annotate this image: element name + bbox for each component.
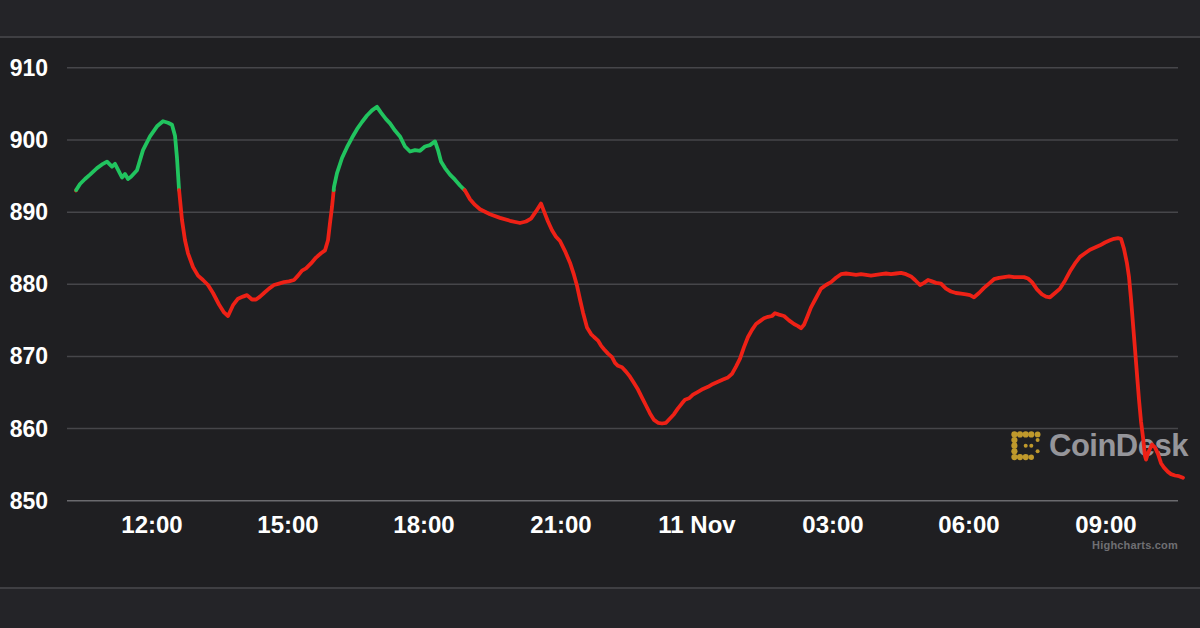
price-line-down-segment	[465, 190, 1183, 478]
chart-svg	[0, 0, 1200, 628]
price-line-up-segment	[334, 107, 465, 190]
highcharts-credit: Highcharts.com	[1092, 539, 1178, 551]
price-line-down-segment	[179, 190, 334, 316]
chart-root: CoinDesk Highcharts.com 9109008908808708…	[0, 0, 1200, 628]
price-line-up-segment	[76, 121, 179, 190]
price-chart-card: CoinDesk Highcharts.com 9109008908808708…	[0, 0, 1200, 628]
